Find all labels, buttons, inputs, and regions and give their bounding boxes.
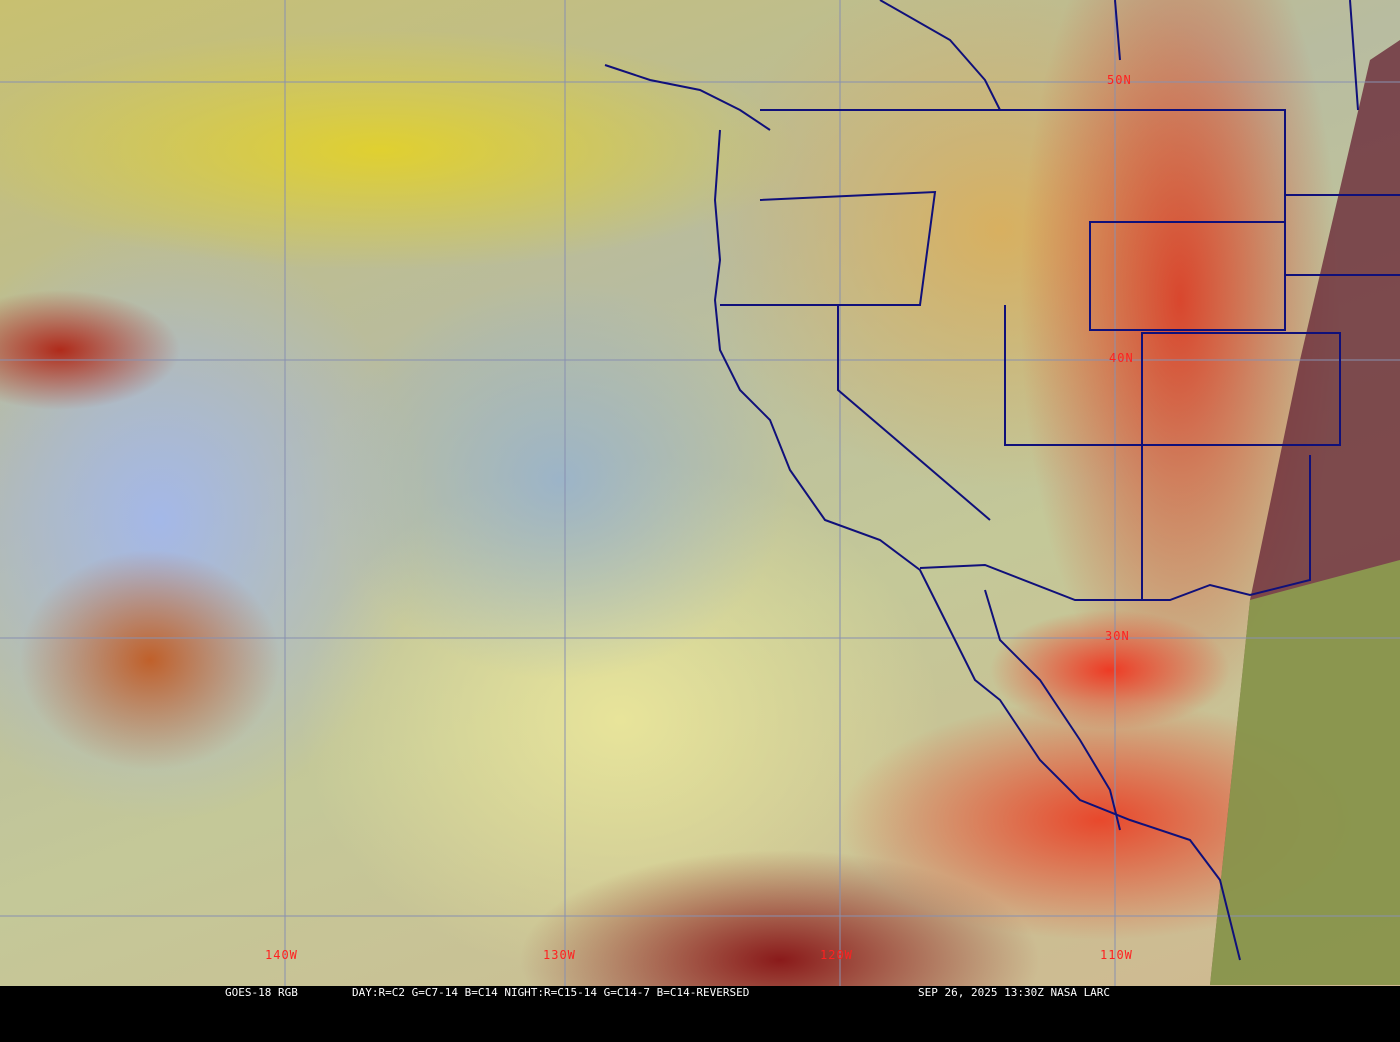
latitude-label-50n: 50N <box>1107 73 1132 87</box>
rgb-recipe: DAY:R=C2 G=C7-14 B=C14 NIGHT:R=C15-14 G=… <box>352 986 750 999</box>
latitude-label-40n: 40N <box>1109 351 1134 365</box>
map-overlay <box>0 0 1400 986</box>
satellite-map: 50N 40N 30N 140W 130W 120W 110W <box>0 0 1400 1000</box>
longitude-label-140w: 140W <box>265 948 298 962</box>
longitude-label-120w: 120W <box>820 948 853 962</box>
caption-bar: GOES-18 RGB DAY:R=C2 G=C7-14 B=C14 NIGHT… <box>0 986 1400 1000</box>
coastline-and-borders <box>604 0 1400 961</box>
longitude-label-110w: 110W <box>1100 948 1133 962</box>
satellite-name: GOES-18 RGB <box>225 986 298 999</box>
longitude-label-130w: 130W <box>543 948 576 962</box>
night-land-region <box>1210 560 1400 985</box>
graticule <box>0 0 1400 986</box>
timestamp: SEP 26, 2025 13:30Z NASA LARC <box>918 986 1111 999</box>
latitude-label-30n: 30N <box>1105 629 1130 643</box>
